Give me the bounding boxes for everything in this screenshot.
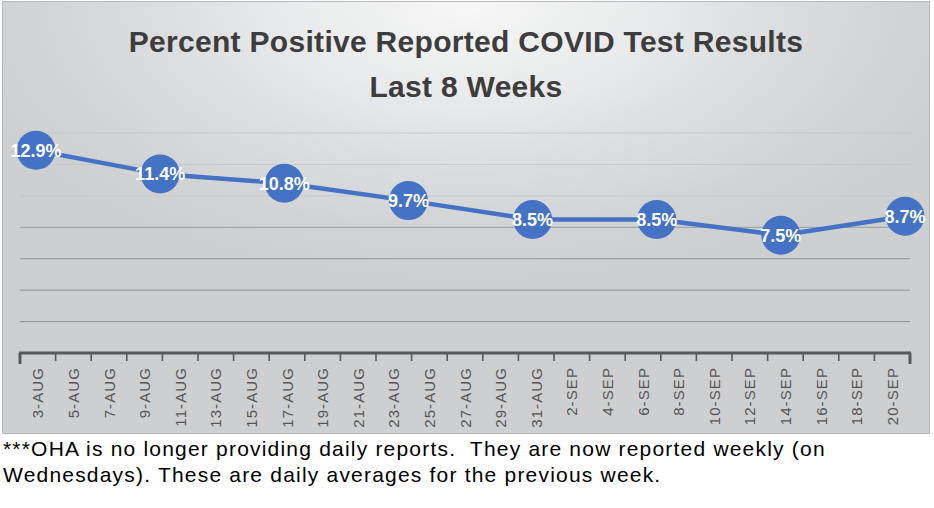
x-tick-label: 27-AUG bbox=[457, 367, 474, 428]
data-label: 10.8% bbox=[259, 174, 310, 194]
x-tick-label: 29-AUG bbox=[492, 367, 509, 428]
x-tick-label: 25-AUG bbox=[421, 367, 438, 428]
x-tick-label: 23-AUG bbox=[385, 367, 402, 428]
x-tick-label: 19-AUG bbox=[314, 367, 331, 428]
x-tick-label: 10-SEP bbox=[706, 367, 723, 425]
x-tick-label: 5-AUG bbox=[65, 367, 82, 418]
data-label: 9.7% bbox=[388, 191, 429, 211]
x-tick-label: 4-SEP bbox=[599, 367, 616, 416]
x-tick-label: 11-AUG bbox=[172, 367, 189, 427]
data-label: 8.5% bbox=[636, 210, 677, 230]
x-tick-label: 15-AUG bbox=[243, 367, 260, 428]
x-tick-label: 7-AUG bbox=[101, 367, 118, 418]
x-tick-label: 20-SEP bbox=[884, 367, 901, 425]
x-tick-label: 18-SEP bbox=[848, 367, 865, 425]
covid-line-chart: Percent Positive Reported COVID Test Res… bbox=[2, 1, 930, 434]
x-tick-label: 9-AUG bbox=[136, 367, 153, 418]
data-label: 8.7% bbox=[884, 207, 925, 227]
x-tick-label: 21-AUG bbox=[350, 367, 367, 428]
x-tick-label: 16-SEP bbox=[813, 367, 830, 425]
x-tick-label: 2-SEP bbox=[563, 367, 580, 416]
x-tick-label: 31-AUG bbox=[528, 367, 545, 428]
x-tick-label: 6-SEP bbox=[635, 367, 652, 416]
x-tick-label: 14-SEP bbox=[777, 367, 794, 425]
x-tick-label: 12-SEP bbox=[741, 367, 758, 425]
plot-canvas: 3-AUG 5-AUG 7-AUG 9-AUG 11-AUG 13-AUG 15-AUG 17… bbox=[3, 2, 929, 433]
x-tick-label: 13-AUG bbox=[207, 367, 224, 428]
x-tick-label: 17-AUG bbox=[279, 367, 296, 428]
data-label: 12.9% bbox=[10, 141, 61, 161]
data-label: 7.5% bbox=[760, 226, 801, 246]
footnote: ***OHA is no longer providing daily repo… bbox=[3, 436, 865, 487]
x-tick-label: 3-AUG bbox=[29, 367, 46, 418]
data-label: 8.5% bbox=[512, 210, 553, 230]
data-label: 11.4% bbox=[135, 164, 185, 184]
x-tick-label: 8-SEP bbox=[670, 367, 687, 416]
